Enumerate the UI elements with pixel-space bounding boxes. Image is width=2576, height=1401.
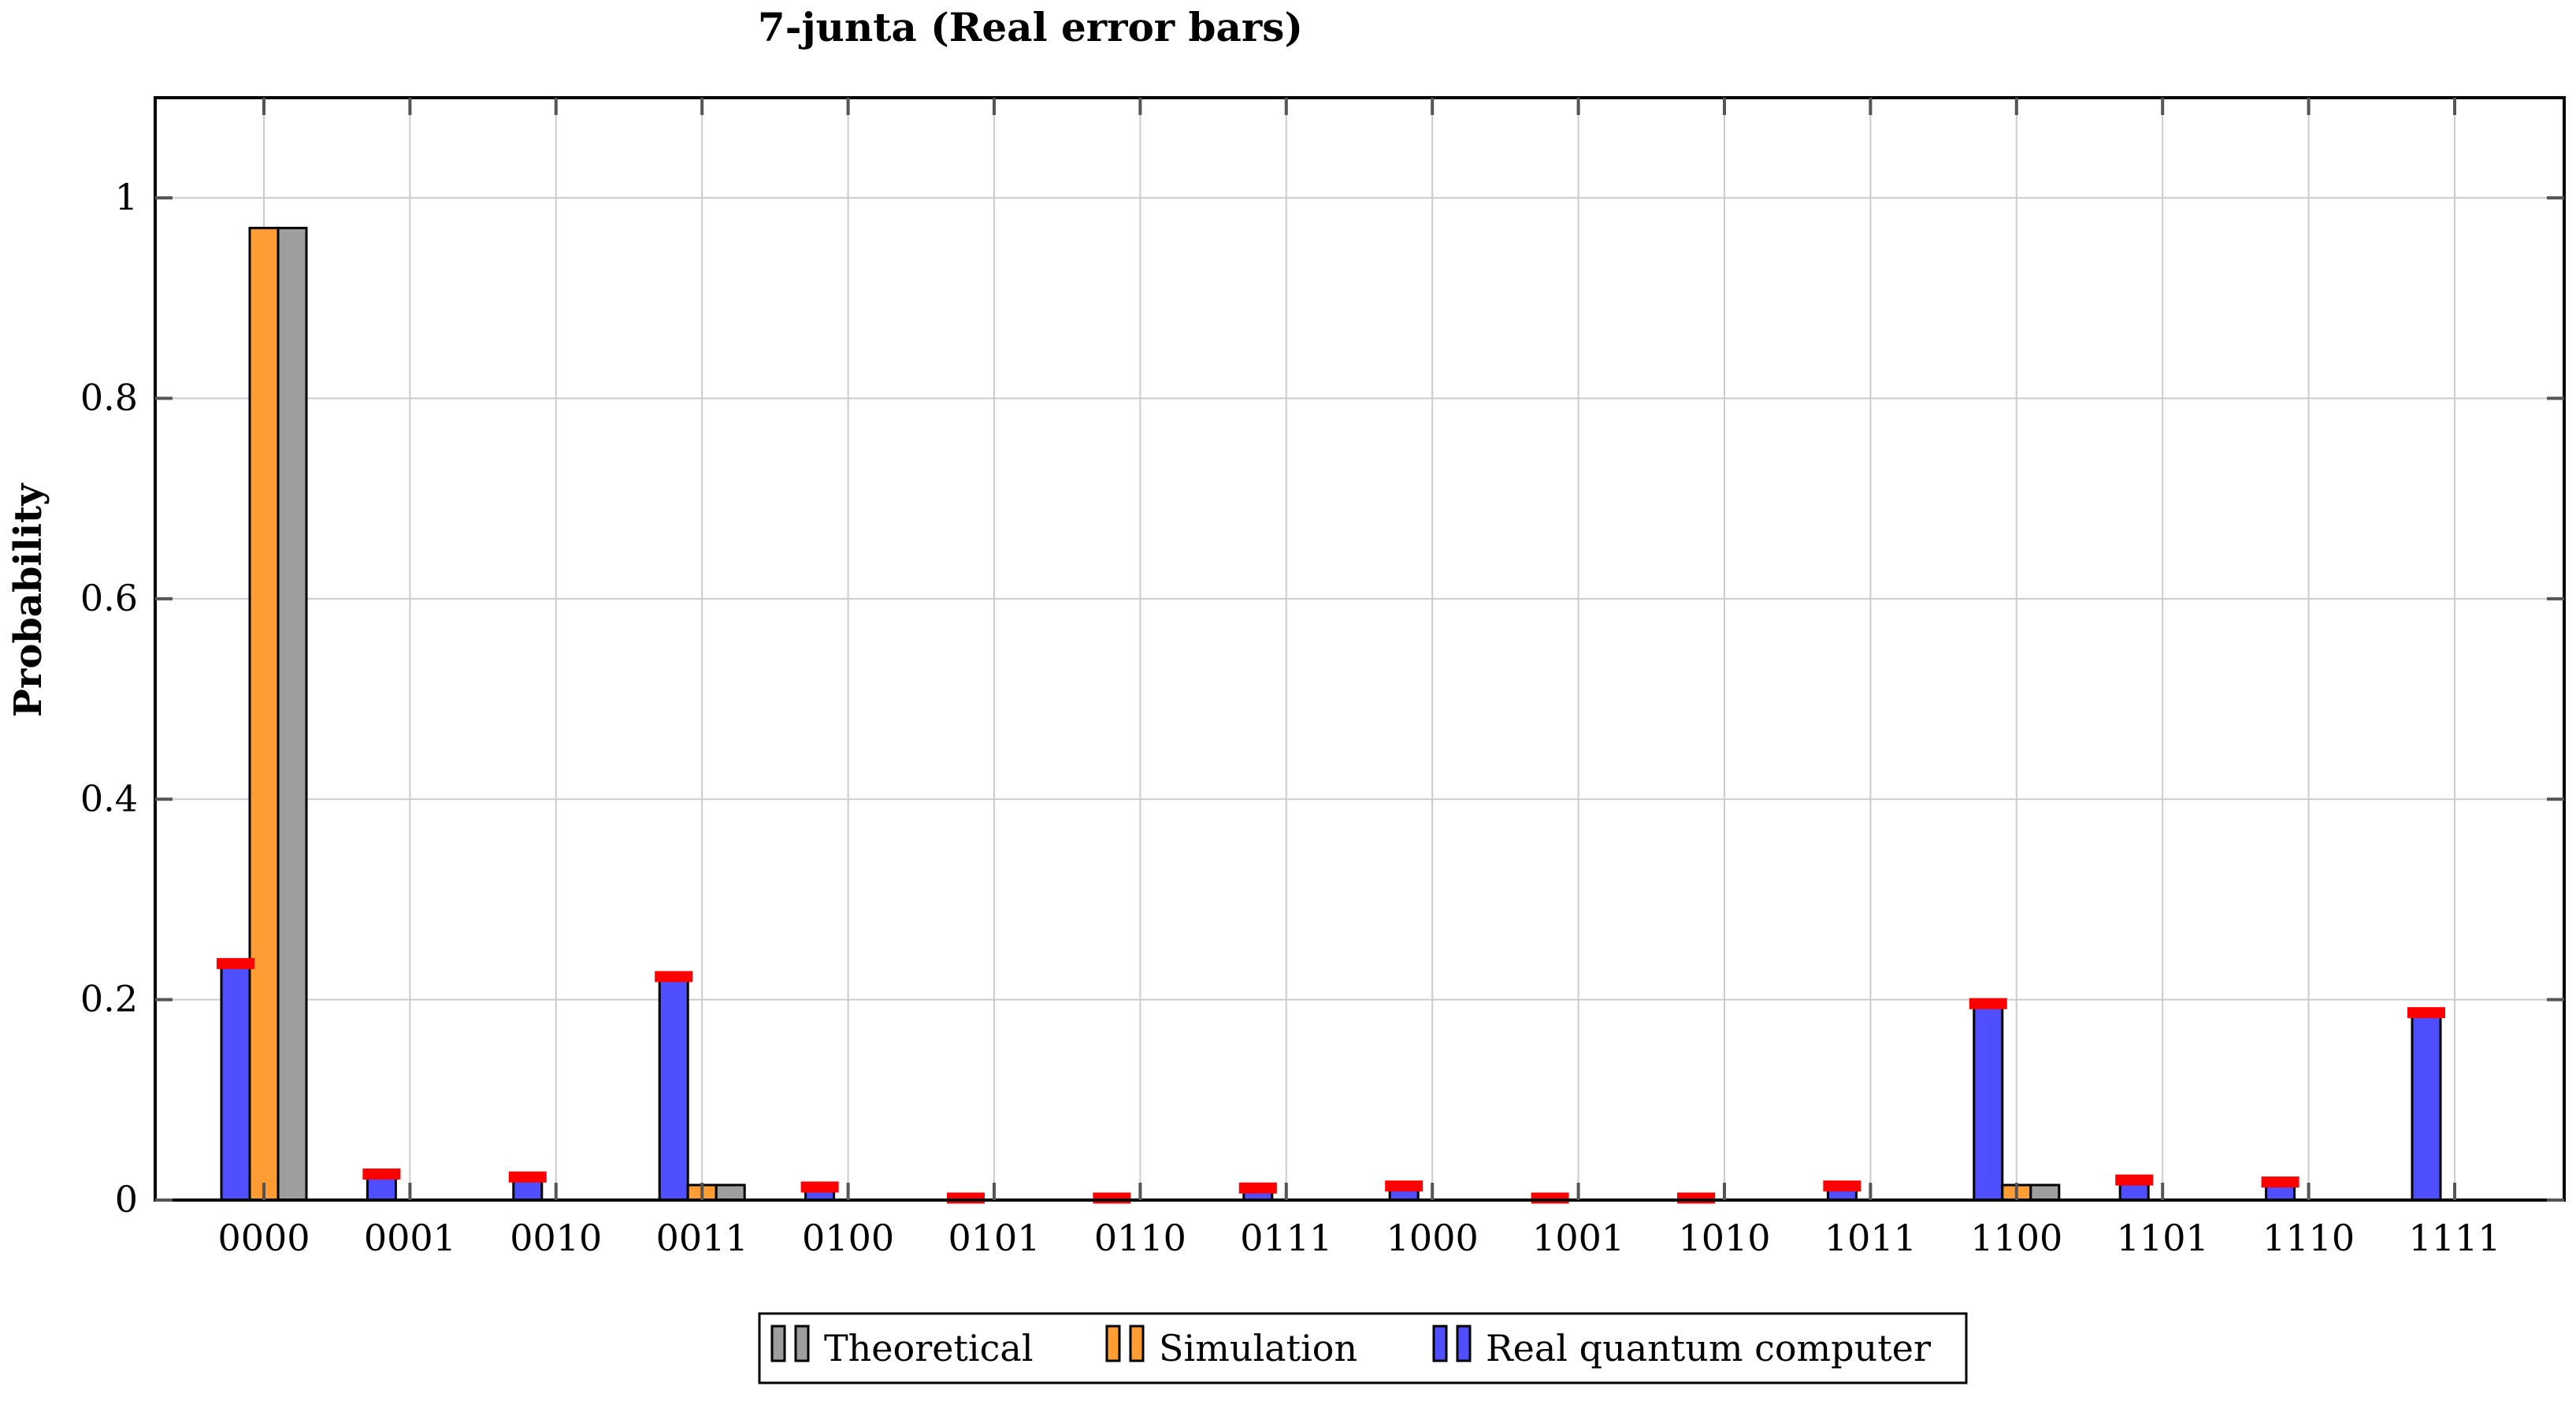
bars xyxy=(220,226,2442,1202)
legend-swatch xyxy=(794,1325,810,1362)
x-tick-label: 0001 xyxy=(364,1217,456,1259)
error-bar xyxy=(2407,1007,2445,1019)
x-tick-label: 0101 xyxy=(948,1217,1040,1259)
bar-theoretical xyxy=(277,226,308,1202)
bar-simulation xyxy=(248,226,280,1202)
error-bar xyxy=(1093,1192,1131,1204)
legend: Theoretical Simulation Real quantum comput… xyxy=(758,1312,1968,1384)
x-tick-label: 0111 xyxy=(1240,1217,1332,1259)
x-tick-label: 1001 xyxy=(1532,1217,1624,1259)
x-tick-label: 0000 xyxy=(217,1217,310,1259)
error-bar xyxy=(362,1168,401,1180)
y-axis-title: Probability xyxy=(6,482,50,718)
error-bar xyxy=(800,1181,839,1193)
x-tick-label: 1000 xyxy=(1386,1217,1479,1259)
legend-label: Simulation xyxy=(1159,1327,1357,1369)
y-tick-label: 0.4 xyxy=(80,777,138,819)
legend-label: Real quantum computer xyxy=(1486,1327,1931,1369)
x-tick-label: 1110 xyxy=(2262,1217,2355,1259)
error-bar xyxy=(655,971,693,983)
plot-frame xyxy=(154,96,2566,1202)
error-bar xyxy=(1823,1180,1861,1192)
grid xyxy=(155,98,2564,1201)
bar-real-quantum-computer xyxy=(658,975,689,1202)
error-bars xyxy=(217,957,2445,1204)
y-tick-label: 0.2 xyxy=(80,978,138,1020)
error-bar xyxy=(1969,998,2007,1009)
legend-swatch xyxy=(1105,1325,1121,1362)
error-bar xyxy=(1238,1182,1277,1194)
bar-real-quantum-computer xyxy=(1973,1002,2004,1202)
legend-swatch xyxy=(1129,1325,1145,1362)
y-tick-label: 0 xyxy=(115,1178,138,1221)
x-tick-label: 0010 xyxy=(510,1217,602,1259)
error-bar xyxy=(508,1171,547,1183)
y-tick-label: 1 xyxy=(115,176,138,218)
legend-swatch xyxy=(770,1325,786,1362)
error-bar xyxy=(947,1192,985,1204)
legend-swatch xyxy=(1456,1325,1472,1362)
y-tick-label: 0.6 xyxy=(80,577,138,619)
x-tick-label: 0110 xyxy=(1094,1217,1186,1259)
bar-real-quantum-computer xyxy=(220,962,251,1202)
x-tick-label: 0011 xyxy=(656,1217,748,1259)
y-tick-label: 0.8 xyxy=(80,377,138,419)
error-bar xyxy=(2115,1174,2154,1186)
bar-theoretical xyxy=(2029,1184,2061,1202)
x-tick-label: 0100 xyxy=(802,1217,894,1259)
axis-ticks xyxy=(155,98,2564,1202)
x-tick-label: 1100 xyxy=(1970,1217,2062,1259)
x-tick-label: 1011 xyxy=(1824,1217,1917,1259)
legend-swatch xyxy=(1432,1325,1448,1362)
x-tick-label: 1111 xyxy=(2408,1217,2500,1259)
error-bar xyxy=(1385,1180,1423,1192)
error-bar xyxy=(1531,1192,1569,1204)
legend-label: Theoretical xyxy=(824,1327,1034,1369)
error-bar xyxy=(1677,1192,1715,1204)
error-bar xyxy=(2261,1176,2299,1188)
legend-frame xyxy=(758,1312,1968,1384)
x-tick-label: 1010 xyxy=(1678,1217,1770,1259)
bar-real-quantum-computer xyxy=(2411,1011,2442,1202)
error-bar xyxy=(217,957,254,969)
chart-title: 7-junta (Real error bars) xyxy=(758,4,1303,50)
bar-theoretical xyxy=(715,1184,746,1202)
x-tick-label: 1101 xyxy=(2117,1217,2209,1259)
